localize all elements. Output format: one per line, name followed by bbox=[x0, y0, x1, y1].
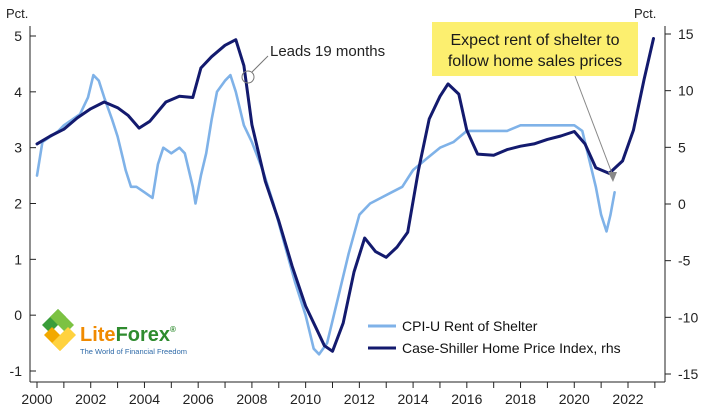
callout-line-1: Expect rent of shelter to bbox=[451, 32, 620, 49]
x-axis-ticks: 2000 2002 2004 2006 2008 2010 2012 2014 2016 2018… bbox=[21, 382, 656, 407]
right-axis-ticks: -15 -10 -5 0 5 10 15 bbox=[665, 26, 698, 382]
right-tick-label: 5 bbox=[678, 139, 686, 155]
leads-connector bbox=[251, 55, 269, 73]
left-tick-label: 2 bbox=[14, 196, 22, 212]
left-tick-label: 4 bbox=[14, 84, 22, 100]
x-tick-label: 2016 bbox=[451, 391, 482, 407]
x-tick-label: 2000 bbox=[21, 391, 52, 407]
legend-label-rent: CPI-U Rent of Shelter bbox=[402, 318, 538, 334]
left-tick-label: 0 bbox=[14, 307, 22, 323]
right-tick-label: 10 bbox=[678, 83, 694, 99]
x-tick-label: 2020 bbox=[559, 391, 590, 407]
right-tick-label: -10 bbox=[678, 309, 698, 325]
liteforex-logo: LiteForex® The World of Financial Freedo… bbox=[42, 309, 187, 356]
logo-wordmark: LiteForex® bbox=[80, 324, 176, 346]
left-axis-unit: Pct. bbox=[6, 6, 28, 21]
leads-marker bbox=[241, 70, 255, 84]
right-tick-label: -15 bbox=[678, 366, 698, 382]
left-axis-ticks: -1 0 1 2 3 4 5 bbox=[10, 28, 36, 379]
left-tick-label: 5 bbox=[14, 28, 22, 44]
callout-line-2: follow home sales prices bbox=[448, 53, 622, 70]
x-tick-label: 2002 bbox=[75, 391, 106, 407]
x-tick-label: 2004 bbox=[129, 391, 160, 407]
legend: CPI-U Rent of Shelter Case-Shiller Home … bbox=[368, 318, 621, 356]
logo-mark-icon bbox=[42, 309, 76, 351]
right-axis-unit: Pct. bbox=[634, 6, 656, 21]
leads-annotation: Leads 19 months bbox=[270, 43, 385, 60]
right-tick-label: -5 bbox=[678, 253, 691, 269]
series-line-case-shiller bbox=[35, 37, 655, 353]
x-tick-label: 2012 bbox=[344, 391, 375, 407]
left-tick-label: 1 bbox=[14, 251, 22, 267]
right-tick-label: 15 bbox=[678, 26, 694, 42]
series-layer bbox=[35, 37, 655, 356]
x-tick-label: 2010 bbox=[290, 391, 321, 407]
x-tick-label: 2008 bbox=[236, 391, 267, 407]
callout-arrow-line bbox=[574, 75, 614, 177]
series-line-rent-of-shelter bbox=[35, 73, 616, 356]
logo-tagline: The World of Financial Freedom bbox=[80, 347, 187, 356]
legend-label-caseshiller: Case-Shiller Home Price Index, rhs bbox=[402, 340, 621, 356]
callout-arrow-head bbox=[608, 172, 617, 182]
x-tick-label: 2022 bbox=[612, 391, 643, 407]
callout-box bbox=[432, 22, 638, 76]
right-tick-label: 0 bbox=[678, 196, 686, 212]
left-tick-label: -1 bbox=[10, 363, 23, 379]
x-tick-label: 2006 bbox=[183, 391, 214, 407]
x-tick-label: 2018 bbox=[505, 391, 536, 407]
left-tick-label: 3 bbox=[14, 140, 22, 156]
x-tick-label: 2014 bbox=[398, 391, 429, 407]
